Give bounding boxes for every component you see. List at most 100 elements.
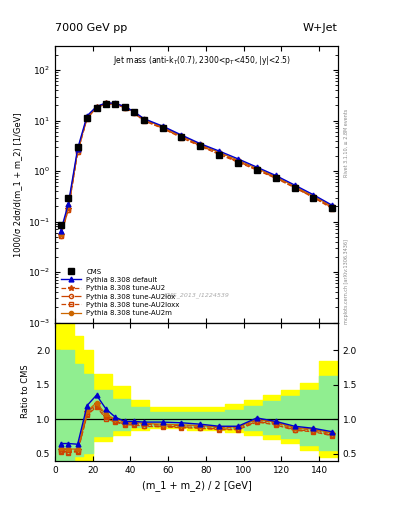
Pythia 8.308 tune-AU2loxx [179,135,184,141]
Pythia 8.308 tune-AU2m [160,124,165,130]
Line: CMS: CMS [57,101,336,228]
CMS [236,160,241,166]
Pythia 8.308 tune-AU2m [104,100,108,106]
Pythia 8.308 default [198,141,203,147]
CMS [85,115,90,121]
Text: 7000 GeV pp: 7000 GeV pp [55,23,127,33]
CMS [123,104,127,110]
Pythia 8.308 tune-AU2loxx [255,167,259,173]
Pythia 8.308 tune-AU2 [198,142,203,148]
Pythia 8.308 tune-AU2loxx [160,125,165,132]
Pythia 8.308 tune-AU2 [236,158,241,164]
Pythia 8.308 tune-AU2loxx [94,104,99,111]
Pythia 8.308 default [104,100,108,106]
Pythia 8.308 default [58,228,63,234]
Pythia 8.308 tune-AU2 [123,104,127,110]
Pythia 8.308 tune-AU2lox [236,158,241,164]
Pythia 8.308 tune-AU2m [274,174,278,180]
Pythia 8.308 tune-AU2lox [292,184,297,190]
CMS [132,110,137,116]
Pythia 8.308 tune-AU2loxx [311,195,316,201]
Pythia 8.308 tune-AU2lox [217,151,222,157]
Pythia 8.308 tune-AU2loxx [66,207,71,213]
Pythia 8.308 tune-AU2 [217,150,222,156]
Pythia 8.308 tune-AU2loxx [85,116,90,122]
Pythia 8.308 tune-AU2lox [113,101,118,107]
Pythia 8.308 tune-AU2m [292,183,297,189]
Pythia 8.308 tune-AU2m [132,109,137,115]
Pythia 8.308 tune-AU2lox [198,142,203,148]
Pythia 8.308 tune-AU2 [66,206,71,212]
Pythia 8.308 default [330,202,335,208]
Pythia 8.308 tune-AU2 [274,174,278,180]
Pythia 8.308 tune-AU2loxx [123,104,127,111]
CMS [255,167,259,173]
Pythia 8.308 tune-AU2lox [123,104,127,111]
Pythia 8.308 default [179,132,184,138]
Pythia 8.308 tune-AU2m [217,150,222,156]
Pythia 8.308 tune-AU2loxx [113,101,118,108]
Pythia 8.308 tune-AU2lox [85,115,90,121]
Pythia 8.308 tune-AU2loxx [132,110,137,116]
Pythia 8.308 tune-AU2lox [75,149,80,155]
Pythia 8.308 tune-AU2loxx [198,143,203,150]
Pythia 8.308 default [274,173,278,179]
Line: Pythia 8.308 tune-AU2m: Pythia 8.308 tune-AU2m [59,101,334,236]
Pythia 8.308 tune-AU2 [104,100,108,106]
Pythia 8.308 default [123,103,127,110]
CMS [94,105,99,112]
Pythia 8.308 tune-AU2lox [311,195,316,201]
Pythia 8.308 tune-AU2 [255,166,259,172]
CMS [311,195,316,201]
Pythia 8.308 tune-AU2lox [132,110,137,116]
CMS [179,134,184,140]
Pythia 8.308 tune-AU2loxx [75,149,80,155]
Pythia 8.308 tune-AU2loxx [236,159,241,165]
CMS [113,101,118,108]
Line: Pythia 8.308 tune-AU2loxx: Pythia 8.308 tune-AU2loxx [59,102,334,238]
Pythia 8.308 tune-AU2 [330,204,335,210]
CMS [58,222,63,228]
Pythia 8.308 default [113,100,118,106]
Pythia 8.308 tune-AU2 [75,148,80,154]
Pythia 8.308 default [217,148,222,154]
Legend: CMS, Pythia 8.308 default, Pythia 8.308 tune-AU2, Pythia 8.308 tune-AU2lox, Pyth: CMS, Pythia 8.308 default, Pythia 8.308 … [59,265,182,319]
X-axis label: (m_1 + m_2) / 2 [GeV]: (m_1 + m_2) / 2 [GeV] [141,480,252,491]
Line: Pythia 8.308 tune-AU2: Pythia 8.308 tune-AU2 [58,100,335,238]
Pythia 8.308 tune-AU2loxx [141,118,146,124]
Pythia 8.308 tune-AU2 [113,101,118,107]
Pythia 8.308 tune-AU2loxx [104,101,108,107]
Pythia 8.308 default [85,113,90,119]
Pythia 8.308 tune-AU2m [75,147,80,153]
Pythia 8.308 tune-AU2lox [160,125,165,131]
Pythia 8.308 tune-AU2 [311,194,316,200]
Pythia 8.308 tune-AU2m [58,230,63,237]
CMS [141,117,146,123]
Pythia 8.308 tune-AU2m [198,141,203,147]
Pythia 8.308 tune-AU2m [94,104,99,110]
CMS [75,144,80,150]
Pythia 8.308 default [311,191,316,198]
CMS [198,142,203,148]
Pythia 8.308 tune-AU2m [179,133,184,139]
CMS [217,152,222,158]
Pythia 8.308 tune-AU2loxx [217,151,222,157]
Text: W+Jet: W+Jet [303,23,338,33]
Pythia 8.308 tune-AU2m [113,100,118,106]
Pythia 8.308 default [132,109,137,115]
CMS [66,195,71,201]
Text: Rivet 3.1.10, ≥ 2.8M events: Rivet 3.1.10, ≥ 2.8M events [344,109,349,178]
Pythia 8.308 tune-AU2 [132,110,137,116]
Pythia 8.308 tune-AU2loxx [292,185,297,191]
Y-axis label: 1000/σ 2dσ/d(m_1 + m_2) [1/GeV]: 1000/σ 2dσ/d(m_1 + m_2) [1/GeV] [13,112,22,257]
Pythia 8.308 tune-AU2loxx [330,206,335,212]
Text: mcplots.cern.ch [arXiv:1306.3436]: mcplots.cern.ch [arXiv:1306.3436] [344,239,349,324]
Pythia 8.308 tune-AU2m [330,203,335,209]
Pythia 8.308 default [160,123,165,129]
Pythia 8.308 default [292,182,297,188]
CMS [104,101,108,107]
Pythia 8.308 tune-AU2lox [179,134,184,140]
Pythia 8.308 tune-AU2 [141,117,146,123]
Pythia 8.308 tune-AU2m [85,114,90,120]
Pythia 8.308 default [94,103,99,110]
